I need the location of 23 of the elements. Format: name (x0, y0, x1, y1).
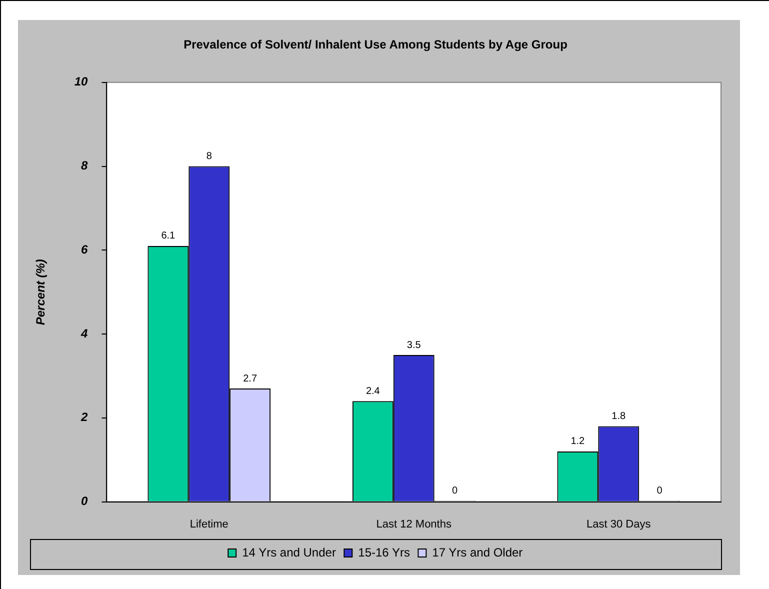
data-label: 1.2 (570, 436, 586, 448)
data-label: 2.7 (243, 373, 258, 384)
x-tick-label: Last 30 Days (586, 518, 652, 530)
legend-label: 15-16 Yrs (358, 545, 410, 560)
y-tick-label: 0 (81, 494, 88, 508)
y-tick-label: 4 (80, 326, 88, 340)
legend-label: 14 Yrs and Under (242, 545, 336, 560)
data-label: 8 (206, 151, 212, 162)
data-label: 0 (452, 486, 458, 497)
y-tick-label: 10 (74, 74, 88, 89)
data-label: 1.8 (612, 411, 626, 422)
x-tick-label: Last 12 Months (376, 518, 452, 530)
y-tick-label: 8 (81, 158, 88, 173)
legend-label: 17 Yrs and Older (432, 545, 523, 560)
data-label: 2.4 (366, 386, 380, 397)
x-tick-label: Lifetime (190, 518, 228, 530)
y-axis-title: Percent (%) (34, 259, 48, 326)
y-tick-label: 2 (80, 410, 88, 424)
y-tick-label: 6 (81, 242, 88, 256)
data-label: 0 (656, 486, 663, 497)
data-label: 6.1 (161, 230, 176, 242)
data-label: 3.5 (406, 340, 422, 351)
chart-title: Prevalence of Solvent/ Inhalent Use Among Students by Age Group (184, 38, 568, 52)
